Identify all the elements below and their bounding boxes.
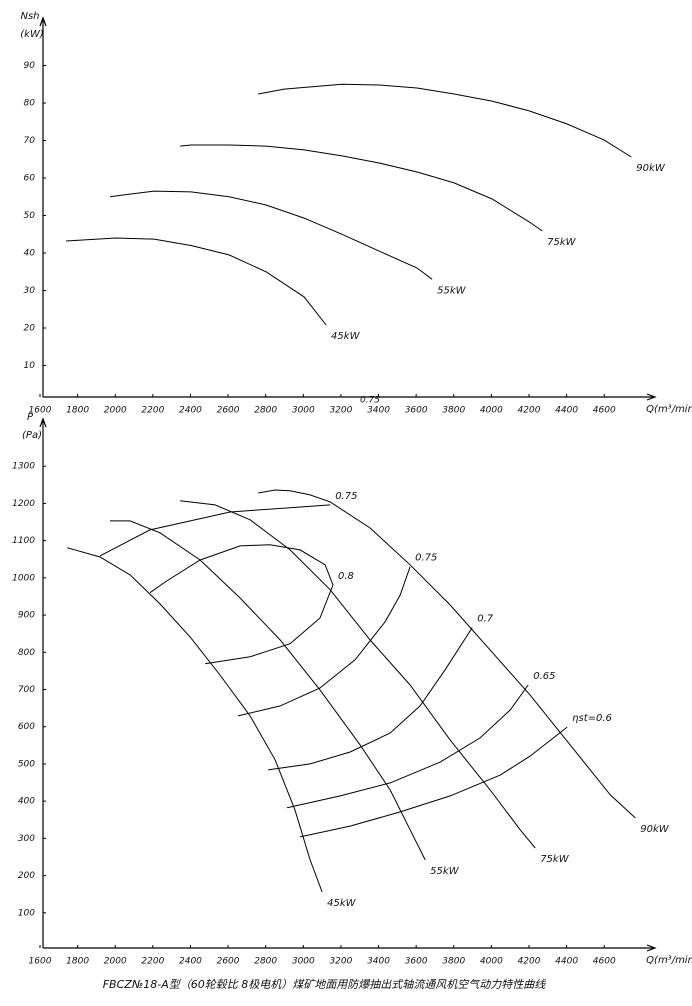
x-tick-label: 4000 <box>480 406 503 416</box>
y-tick-label: 1300 <box>12 462 35 472</box>
y-tick-label: 1200 <box>12 499 35 509</box>
y-tick-label: 600 <box>18 722 35 732</box>
curve-label: 0.65 <box>533 671 555 682</box>
y-tick-label: 700 <box>18 685 35 695</box>
curve <box>268 627 473 771</box>
x-axis <box>43 393 657 401</box>
x-tick-label: 1600 <box>29 957 52 967</box>
x-tick-label: 2600 <box>217 406 240 416</box>
x-tick-label: 1600 <box>29 406 52 416</box>
x-tick-label: 3800 <box>442 957 465 967</box>
x-tick-label: 3000 <box>292 957 315 967</box>
curve <box>258 489 636 819</box>
x-tick-label: 3800 <box>442 406 465 416</box>
x-tick-label: 4200 <box>518 957 541 967</box>
x-tick-label: 2400 <box>179 406 202 416</box>
curve <box>99 504 331 557</box>
x-tick-label: 2800 <box>254 957 277 967</box>
x-axis <box>43 944 657 952</box>
curve-label: 45kW <box>331 331 361 342</box>
curve <box>180 500 536 849</box>
x-tick-label: 3200 <box>329 957 352 967</box>
y-tick-label: 40 <box>24 249 36 259</box>
curve-label: 0.7 <box>477 614 494 625</box>
y-tick-label: 400 <box>18 797 35 807</box>
curve-label: 75kW <box>540 854 570 865</box>
y-axis <box>39 417 47 948</box>
y-tick-label: 100 <box>18 908 35 918</box>
y-axis-unit: (Pa) <box>22 430 42 441</box>
y-axis <box>39 16 47 397</box>
curve-label: 90kW <box>636 163 666 174</box>
x-tick-label: 3600 <box>405 957 428 967</box>
x-tick-label: 4000 <box>480 957 503 967</box>
x-tick-label: 1800 <box>66 957 89 967</box>
curve-label: 55kW <box>430 866 460 877</box>
y-axis-label: P <box>27 412 34 423</box>
x-tick-label: 4400 <box>555 406 578 416</box>
curve <box>299 726 568 838</box>
y-tick-label: 30 <box>24 286 36 296</box>
y-tick-label: 1000 <box>12 573 35 583</box>
curve <box>149 544 334 665</box>
x-tick-label: 2800 <box>254 406 277 416</box>
y-tick-label: 90 <box>24 61 36 71</box>
x-tick-label: 3000 <box>292 406 315 416</box>
curve <box>180 144 543 232</box>
curve <box>65 237 327 326</box>
curve <box>109 190 433 280</box>
y-tick-label: 900 <box>18 611 35 621</box>
curve-label: 0.8 <box>338 571 354 582</box>
y-tick-label: 500 <box>18 759 35 769</box>
x-tick-label: 2000 <box>104 957 127 967</box>
curve <box>237 566 411 717</box>
chart-title: FBCZ№18-A型（60轮毂比 8极电机）煤矿地面用防爆抽出式轴流通风机空气动… <box>103 978 547 991</box>
annotation: 0.75 <box>360 396 380 406</box>
x-tick-label: 4400 <box>555 957 578 967</box>
y-tick-label: 1100 <box>12 536 35 546</box>
y-axis-unit: (kW) <box>20 29 43 40</box>
y-tick-label: 80 <box>24 99 36 109</box>
y-tick-label: 50 <box>24 211 36 221</box>
curve-label: 45kW <box>327 898 357 909</box>
curve <box>286 684 529 809</box>
x-tick-label: 3200 <box>329 406 352 416</box>
curve-label: ηst=0.6 <box>572 713 612 724</box>
x-tick-label: 3600 <box>405 406 428 416</box>
x-tick-label: 4200 <box>518 406 541 416</box>
y-axis-label: Nsh <box>20 11 39 22</box>
x-tick-label: 4600 <box>593 406 616 416</box>
x-tick-label: 3400 <box>367 406 390 416</box>
curve-label: 90kW <box>640 824 670 835</box>
curve-label: 0.75 <box>335 491 357 502</box>
curve <box>258 83 632 158</box>
y-tick-label: 200 <box>18 871 35 881</box>
y-tick-label: 10 <box>24 361 36 371</box>
curve-label: 75kW <box>547 237 577 248</box>
y-tick-label: 70 <box>24 136 36 146</box>
x-tick-label: 2200 <box>141 406 164 416</box>
x-axis-label: Q(m³/min) <box>646 404 692 415</box>
curve-label: 55kW <box>437 285 467 296</box>
x-tick-label: 1800 <box>66 406 89 416</box>
y-tick-label: 300 <box>18 834 35 844</box>
x-tick-label: 3400 <box>367 957 390 967</box>
x-axis-label: Q(m³/min) <box>646 955 692 966</box>
x-tick-label: 4600 <box>593 957 616 967</box>
y-tick-label: 20 <box>24 324 36 334</box>
y-tick-label: 800 <box>18 648 35 658</box>
y-tick-label: 60 <box>24 174 36 184</box>
curve <box>66 547 323 893</box>
x-tick-label: 2000 <box>104 406 127 416</box>
x-tick-label: 2600 <box>217 957 240 967</box>
curve-label: 0.75 <box>415 553 437 564</box>
x-tick-label: 2200 <box>141 957 164 967</box>
x-tick-label: 2400 <box>179 957 202 967</box>
curve <box>110 520 426 861</box>
